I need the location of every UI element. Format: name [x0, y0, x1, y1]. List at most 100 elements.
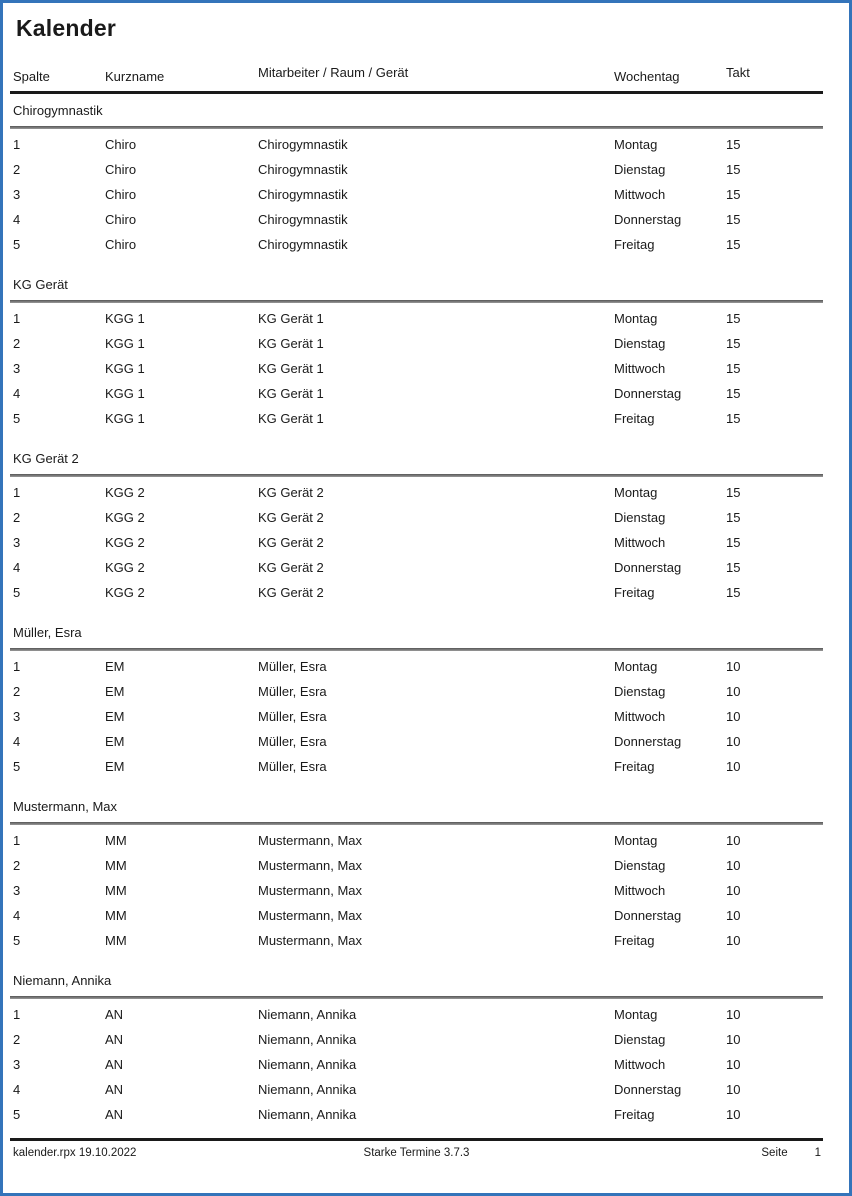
cell-spalte: 1	[13, 137, 21, 152]
cell-wochentag: Dienstag	[614, 336, 666, 351]
cell-kurzname: AN	[105, 1107, 124, 1122]
cell-takt: 15	[726, 137, 741, 152]
cell-kurzname: KGG 1	[105, 386, 145, 401]
cell-wochentag: Montag	[614, 137, 658, 152]
table-row: 1 Chiro Chirogymnastik Montag 15	[10, 132, 823, 157]
footer: kalender.rpx 19.10.2022 Starke Termine 3…	[10, 1146, 823, 1161]
cell-takt: 10	[726, 1007, 741, 1022]
table-row: 5 EM Müller, Esra Freitag 10	[10, 754, 823, 779]
footer-page-indicator: Seite 1	[469, 1146, 823, 1161]
cell-spalte: 3	[13, 1057, 21, 1072]
cell-wochentag: Mittwoch	[614, 709, 666, 724]
cell-wochentag: Donnerstag	[614, 386, 682, 401]
footer-page-label: Seite	[761, 1147, 788, 1159]
cell-mitarbeiter: KG Gerät 2	[258, 510, 324, 525]
cell-takt: 10	[726, 759, 741, 774]
cell-kurzname: AN	[105, 1032, 124, 1047]
cell-kurzname: Chiro	[105, 162, 137, 177]
cell-mitarbeiter: Müller, Esra	[258, 659, 327, 674]
group-divider-rule	[10, 996, 823, 999]
footer-page-number: 1	[814, 1147, 821, 1159]
footer-report-file: kalender.rpx 19.10.2022	[13, 1147, 137, 1159]
cell-spalte: 3	[13, 187, 21, 202]
group-divider-rule	[10, 474, 823, 477]
cell-spalte: 2	[13, 858, 21, 873]
cell-kurzname: AN	[105, 1007, 124, 1022]
cell-mitarbeiter: Mustermann, Max	[258, 933, 363, 948]
cell-wochentag: Dienstag	[614, 510, 666, 525]
group-divider-rule	[10, 300, 823, 303]
group-section: Niemann, Annika 1 AN Niemann, Annika Montag 1…	[10, 973, 823, 1127]
cell-wochentag: Dienstag	[614, 858, 666, 873]
cell-mitarbeiter: KG Gerät 1	[258, 311, 324, 326]
group-rows: 1 KGG 2 KG Gerät 2 Montag 15 2 KGG 2 KG Gerät 2…	[10, 480, 823, 605]
cell-mitarbeiter: Mustermann, Max	[258, 833, 363, 848]
group-section: Chirogymnastik 1 Chiro Chirogymnastik Montag…	[10, 103, 823, 257]
cell-mitarbeiter: KG Gerät 1	[258, 361, 324, 376]
cell-spalte: 4	[13, 1082, 21, 1097]
cell-mitarbeiter: KG Gerät 2	[258, 535, 324, 550]
cell-wochentag: Mittwoch	[614, 187, 666, 202]
cell-wochentag: Montag	[614, 833, 658, 848]
cell-mitarbeiter: Chirogymnastik	[258, 187, 348, 202]
group-section: KG Gerät 1 KGG 1 KG Gerät 1 Montag 15 2 KGG 1 KG…	[10, 277, 823, 431]
cell-takt: 10	[726, 684, 741, 699]
cell-kurzname: KGG 2	[105, 585, 145, 600]
cell-mitarbeiter: Niemann, Annika	[258, 1007, 357, 1022]
cell-mitarbeiter: KG Gerät 2	[258, 560, 324, 575]
cell-mitarbeiter: Müller, Esra	[258, 734, 327, 749]
table-row: 2 EM Müller, Esra Dienstag 10	[10, 679, 823, 704]
table-row: 1 AN Niemann, Annika Montag 10	[10, 1002, 823, 1027]
cell-takt: 15	[726, 361, 741, 376]
cell-spalte: 5	[13, 411, 21, 426]
cell-kurzname: EM	[105, 759, 125, 774]
group-header: Müller, Esra	[13, 625, 82, 640]
cell-takt: 10	[726, 1107, 741, 1122]
cell-takt: 15	[726, 237, 741, 252]
cell-spalte: 2	[13, 162, 21, 177]
cell-spalte: 3	[13, 709, 21, 724]
table-row: 4 EM Müller, Esra Donnerstag 10	[10, 729, 823, 754]
table-row: 3 KGG 1 KG Gerät 1 Mittwoch 15	[10, 356, 823, 381]
cell-wochentag: Freitag	[614, 411, 655, 426]
table-row: 3 AN Niemann, Annika Mittwoch 10	[10, 1052, 823, 1077]
cell-takt: 15	[726, 386, 741, 401]
cell-mitarbeiter: KG Gerät 1	[258, 411, 324, 426]
cell-takt: 10	[726, 734, 741, 749]
cell-takt: 15	[726, 187, 741, 202]
cell-wochentag: Mittwoch	[614, 535, 666, 550]
cell-kurzname: KGG 1	[105, 361, 145, 376]
cell-wochentag: Donnerstag	[614, 1082, 682, 1097]
table-row: 4 KGG 2 KG Gerät 2 Donnerstag 15	[10, 555, 823, 580]
cell-spalte: 4	[13, 386, 21, 401]
cell-kurzname: KGG 2	[105, 485, 145, 500]
table-row: 2 AN Niemann, Annika Dienstag 10	[10, 1027, 823, 1052]
table-row: 5 MM Mustermann, Max Freitag 10	[10, 928, 823, 953]
cell-spalte: 5	[13, 759, 21, 774]
cell-takt: 15	[726, 560, 741, 575]
column-header-mitarbeiter: Mitarbeiter / Raum / Gerät	[258, 65, 409, 80]
cell-takt: 15	[726, 411, 741, 426]
cell-wochentag: Freitag	[614, 759, 655, 774]
page-title: Kalender	[16, 15, 117, 41]
cell-takt: 10	[726, 908, 741, 923]
table-row: 3 EM Müller, Esra Mittwoch 10	[10, 704, 823, 729]
cell-kurzname: AN	[105, 1082, 124, 1097]
cell-spalte: 3	[13, 535, 21, 550]
cell-mitarbeiter: Chirogymnastik	[258, 162, 348, 177]
table-row: 4 KGG 1 KG Gerät 1 Donnerstag 15	[10, 381, 823, 406]
cell-mitarbeiter: Niemann, Annika	[258, 1057, 357, 1072]
cell-takt: 15	[726, 212, 741, 227]
cell-mitarbeiter: Niemann, Annika	[258, 1082, 357, 1097]
group-rows: 1 Chiro Chirogymnastik Montag 15 2 Chiro Chirog…	[10, 132, 823, 257]
cell-wochentag: Donnerstag	[614, 212, 682, 227]
table-row: 3 Chiro Chirogymnastik Mittwoch 15	[10, 182, 823, 207]
cell-takt: 15	[726, 162, 741, 177]
table-row: 1 EM Müller, Esra Montag 10	[10, 654, 823, 679]
cell-wochentag: Montag	[614, 485, 658, 500]
cell-kurzname: EM	[105, 734, 125, 749]
cell-kurzname: AN	[105, 1057, 124, 1072]
cell-takt: 10	[726, 1032, 741, 1047]
table-row: 2 KGG 1 KG Gerät 1 Dienstag 15	[10, 331, 823, 356]
group-divider-rule	[10, 822, 823, 825]
